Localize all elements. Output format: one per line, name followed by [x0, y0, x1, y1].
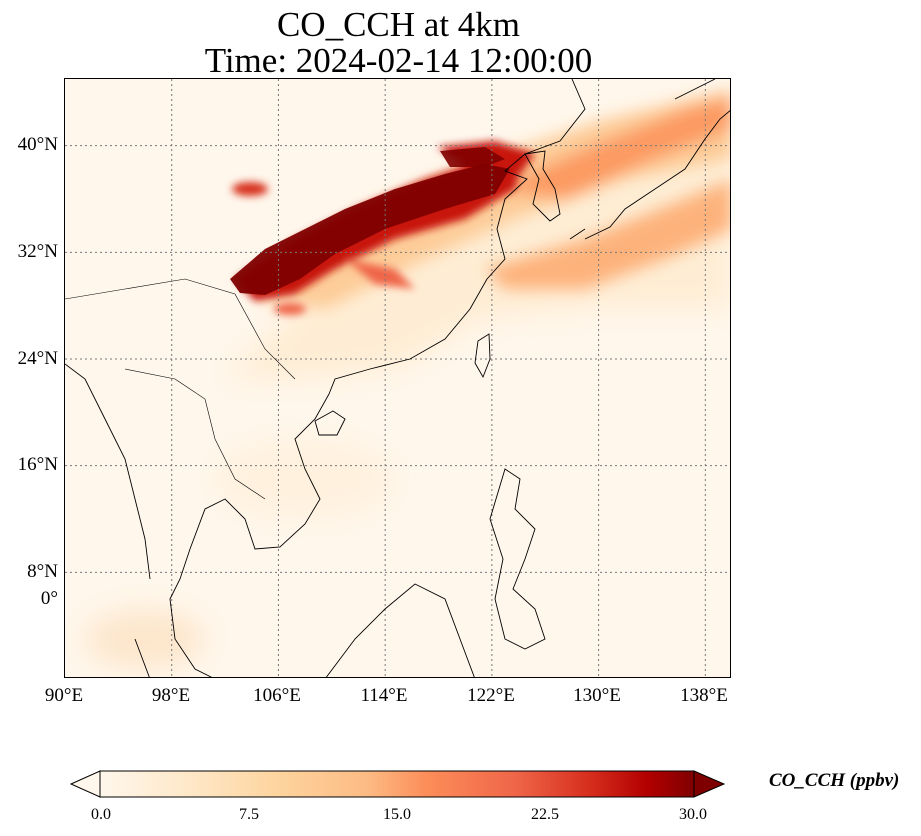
inland-borders — [65, 278, 296, 500]
japan-islands — [569, 79, 730, 240]
colorbar-gradient — [99, 770, 695, 798]
colorbar-extend-min — [70, 770, 101, 798]
map-title: CO_CCH at 4km — [276, 5, 521, 44]
malay-peninsula — [134, 638, 150, 677]
colorbar-label: CO_CCH (ppbv) — [769, 770, 900, 791]
colorbar-tick-3: 22.5 — [531, 806, 559, 823]
taiwan-island — [474, 333, 491, 379]
lon-tick-138e: 138°E — [680, 685, 728, 706]
myanmar-coast — [65, 363, 151, 580]
lon-tick-114e: 114°E — [360, 685, 408, 706]
colorbar-tick-1: 7.5 — [239, 806, 259, 823]
lat-tick-8n: 8°N — [27, 561, 58, 582]
colorbar-tick-0: 0.0 — [91, 806, 111, 823]
lat-tick-40n: 40°N — [17, 134, 58, 155]
gridlines — [65, 79, 730, 677]
lat-tick-16n: 16°N — [17, 454, 58, 475]
map-subtitle-time: Time: 2024-02-14 12:00:00 — [204, 41, 593, 80]
lon-tick-98e: 98°E — [151, 685, 191, 706]
lon-tick-106e: 106°E — [253, 685, 301, 706]
lat-tick-32n: 32°N — [17, 241, 58, 262]
korea-peninsula — [524, 150, 561, 222]
lon-tick-130e: 130°E — [573, 685, 621, 706]
lat-tick-24n: 24°N — [17, 348, 58, 369]
coastlines — [65, 79, 730, 677]
borneo-coast — [325, 583, 475, 677]
indochina-coast — [169, 393, 330, 677]
colorbar-extend-max — [693, 770, 726, 798]
colorbar — [70, 770, 726, 798]
co-max-core — [230, 147, 510, 295]
colorbar-tick-4: 30.0 — [679, 806, 707, 823]
philippines — [489, 468, 546, 650]
lat-tick-0: 0° — [40, 588, 58, 609]
map-panel — [64, 78, 731, 678]
china-coast — [328, 79, 586, 395]
lon-tick-90e: 90°E — [44, 685, 84, 706]
map-canvas — [65, 79, 730, 677]
hainan-island — [314, 410, 346, 436]
colorbar-tick-2: 15.0 — [383, 806, 411, 823]
lon-tick-122e: 122°E — [467, 685, 515, 706]
